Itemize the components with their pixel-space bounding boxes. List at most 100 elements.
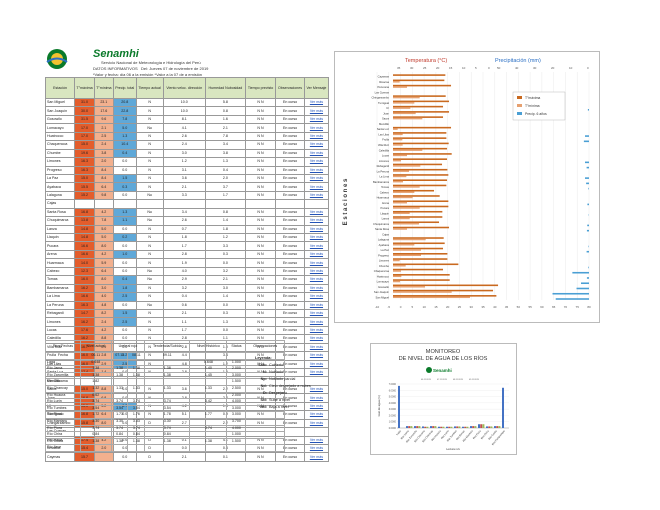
precip-value: 1.5	[112, 173, 137, 184]
humidity-value: 0.1	[204, 452, 246, 462]
tmin-bar	[393, 238, 426, 241]
level-value: 3.42	[189, 398, 228, 406]
view-message-link[interactable]: Ver más	[303, 123, 330, 133]
tmax-value: 31.5	[74, 114, 95, 125]
level-value: 1.38	[110, 371, 129, 380]
level-col-header: Tendencia/Subida	[144, 340, 191, 353]
view-message-link[interactable]: Ver más	[303, 106, 330, 116]
legend-item: BN: Baja a nivel	[255, 404, 311, 411]
view-message-link[interactable]: Ver más	[303, 249, 330, 260]
view-message-link[interactable]: Ver más	[303, 452, 330, 462]
tmax-bar	[393, 237, 444, 239]
tmax-value: 16.8	[74, 207, 95, 218]
level-value: 0.84	[144, 431, 191, 439]
view-message-link[interactable]: Ver más	[303, 114, 330, 125]
tmax-bar	[393, 158, 448, 160]
view-message-link[interactable]: Ver más	[303, 410, 330, 420]
view-message-link[interactable]: Ver más	[303, 342, 330, 353]
tmax-value: 15.0	[74, 140, 95, 150]
level-value: 3.000	[226, 371, 247, 380]
category-label: Río Piura	[472, 429, 482, 440]
view-message-link[interactable]: Ver más	[303, 275, 330, 285]
category-label: Chuquimarca	[373, 222, 389, 226]
observation-text: En curso	[275, 123, 305, 133]
tmax-bar	[393, 200, 449, 203]
tmax-value	[74, 199, 95, 209]
view-message-link[interactable]: Ver más	[303, 207, 330, 218]
humidity-value: 1.4	[204, 216, 246, 226]
view-message-link[interactable]: Ver más	[303, 148, 330, 159]
level-bar	[422, 426, 424, 428]
forecast-value: N N	[244, 207, 277, 218]
category-label: San Miguel	[376, 295, 390, 299]
current-weather: N	[135, 249, 164, 260]
view-message-link[interactable]: Ver más	[303, 325, 330, 336]
view-message-link[interactable]: Ver más	[303, 317, 330, 327]
precip-bar	[586, 166, 589, 169]
level-value: 1.38	[144, 365, 191, 373]
view-message-link[interactable]: Ver más	[303, 292, 330, 302]
level-row: Río Piura 3.74 3.74 3.74 3.74 3.74 4.000	[45, 424, 285, 433]
view-message-link[interactable]: Ver más	[303, 443, 330, 454]
tmin-bar	[393, 133, 403, 136]
view-message-link[interactable]	[303, 199, 330, 209]
view-message-link[interactable]: Ver más	[303, 165, 330, 175]
view-message-link[interactable]: Ver más	[303, 173, 330, 184]
view-message-link[interactable]: Ver más	[303, 182, 330, 192]
tmax-value: 14.7	[74, 308, 95, 319]
tmin-value: 9.8	[93, 190, 114, 201]
level-value: 1.33	[144, 384, 191, 393]
observation-text: En curso	[275, 207, 305, 218]
view-message-link[interactable]: Ver más	[303, 157, 330, 167]
legend: Leyenda: Cub: Cubierto N: Nublado Np: Nublado…	[255, 355, 311, 411]
current-weather: N	[135, 241, 164, 251]
forecast-value	[244, 199, 277, 209]
tmax-bar	[393, 142, 449, 145]
level-value: 1.38	[127, 371, 146, 380]
tmin-bar	[393, 107, 411, 109]
view-message-link[interactable]: Ver más	[303, 241, 330, 251]
tmin-value: 8.0	[93, 275, 114, 285]
level-bar	[480, 424, 483, 428]
view-message-link[interactable]: Ver más	[303, 418, 330, 429]
view-message-link[interactable]: Ver más	[303, 435, 330, 445]
level-row: Río Tumbes 3.54 3.54 3.54 3.54 3.000	[45, 404, 285, 413]
forecast-value: N N	[244, 157, 277, 167]
tmin-bar	[393, 165, 421, 167]
view-message-link[interactable]	[303, 427, 330, 437]
view-message-link[interactable]: Ver más	[303, 258, 330, 268]
view-message-link[interactable]: Ver más	[303, 224, 330, 235]
precip-value: 0.0	[112, 300, 137, 310]
tmin-value: 7.8	[93, 216, 114, 226]
level-value: 2.000	[226, 391, 247, 400]
tmin-bar	[393, 180, 404, 183]
tmin-value: 8.4	[93, 173, 114, 184]
view-message-link[interactable]: Ver más	[303, 97, 330, 108]
view-message-link[interactable]: Ver más	[303, 308, 330, 319]
view-message-link[interactable]: Ver más	[303, 232, 330, 243]
tmin-bar	[393, 175, 407, 178]
level-value	[127, 378, 146, 386]
station-name: Huarmaca	[44, 258, 76, 268]
view-message-link[interactable]: Ver más	[303, 300, 330, 310]
current-weather: Nu	[135, 207, 164, 218]
wind-value: 3.0	[162, 148, 206, 159]
precip-value: 0.0	[112, 325, 137, 336]
view-message-link[interactable]: Ver más	[303, 190, 330, 201]
category-label: Limones	[379, 159, 390, 163]
category-label: Bambamarca	[373, 180, 389, 184]
tmin-value: 4.2	[93, 207, 114, 218]
level-bar	[414, 426, 416, 428]
view-message-link[interactable]: Ver más	[303, 131, 330, 142]
view-message-link[interactable]: Ver más	[303, 140, 330, 150]
view-message-link[interactable]: Ver más	[303, 334, 330, 344]
view-message-link[interactable]: Ver más	[303, 283, 330, 294]
category-label: Progreso	[378, 253, 389, 257]
tmin-bar	[393, 80, 400, 83]
level-bar	[478, 424, 480, 428]
view-message-link[interactable]: Ver más	[303, 216, 330, 226]
category-label: La Peruna	[377, 169, 390, 173]
category-label: Perucana	[377, 85, 389, 89]
tmax-value: 19.6	[74, 148, 95, 159]
view-message-link[interactable]: Ver más	[303, 266, 330, 277]
